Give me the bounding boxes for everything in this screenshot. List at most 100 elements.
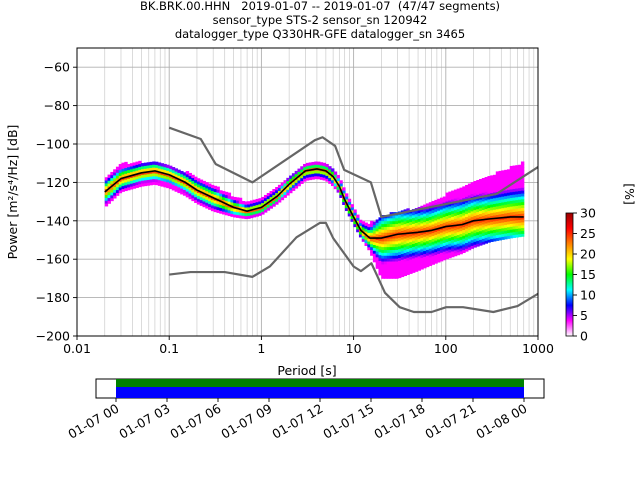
heatmap-cell: [191, 180, 195, 184]
heatmap-cell: [445, 227, 449, 231]
heatmap-cell: [414, 245, 419, 249]
heatmap-cell: [250, 200, 254, 204]
heatmap-cell: [498, 193, 502, 198]
heatmap-cell: [381, 238, 385, 242]
heatmap-cell: [247, 206, 251, 211]
heatmap-cell: [342, 198, 346, 203]
heatmap-cell: [442, 216, 447, 220]
heatmap-cell: [406, 254, 410, 258]
heatmap-cell: [258, 201, 262, 205]
heatmap-cell: [250, 211, 254, 216]
heatmap-cell: [490, 221, 494, 225]
heatmap-cell: [456, 237, 461, 241]
heatmap-cell: [149, 164, 153, 169]
heatmap-cell: [417, 244, 421, 248]
heatmap-cell: [107, 180, 111, 184]
heatmap-cell: [263, 194, 268, 199]
heatmap-cell: [213, 205, 218, 210]
heatmap-cell: [141, 177, 145, 181]
heatmap-cell: [403, 255, 408, 259]
heatmap-cell: [437, 216, 441, 220]
heatmap-cell: [462, 223, 466, 228]
heatmap-cell: [434, 243, 438, 247]
heatmap-cell: [403, 218, 408, 222]
heatmap-cell: [115, 183, 120, 188]
heatmap-cell: [451, 251, 455, 255]
heatmap-cell: [230, 199, 234, 203]
heatmap-cell: [389, 238, 394, 242]
heatmap-cell: [420, 251, 424, 256]
heatmap-cell: [490, 235, 494, 240]
heatmap-cell: [395, 220, 399, 225]
heatmap-cell: [219, 204, 223, 208]
heatmap-cell: [425, 255, 430, 259]
heatmap-cell: [484, 200, 488, 204]
heatmap-cell: [498, 202, 502, 206]
heatmap-cell: [428, 248, 433, 252]
heatmap-cell: [498, 199, 502, 203]
heatmap-cell: [381, 269, 385, 274]
heatmap-cell: [303, 166, 307, 171]
heatmap-cell: [378, 228, 382, 233]
heatmap-cell: [492, 183, 497, 187]
heatmap-cell: [155, 164, 159, 168]
heatmap-cell: [135, 176, 139, 180]
heatmap-cell: [219, 193, 223, 197]
heatmap-cell: [465, 239, 469, 243]
heatmap-cell: [311, 170, 315, 174]
heatmap-cell: [431, 201, 435, 205]
heatmap-cell: [512, 234, 516, 238]
heatmap-cell: [423, 227, 427, 231]
heatmap-cell: [456, 240, 461, 244]
heatmap-cell: [479, 207, 483, 212]
heatmap-cell: [205, 187, 209, 192]
heatmap-cell: [453, 221, 458, 225]
heatmap-cell: [403, 215, 408, 219]
heatmap-cell: [138, 180, 142, 185]
heatmap-cell: [465, 213, 469, 218]
heatmap-cell: [459, 187, 463, 191]
heatmap-cell: [300, 174, 304, 179]
heatmap-cell: [506, 226, 511, 231]
heatmap-cell: [434, 234, 438, 238]
heatmap-cell: [423, 216, 427, 220]
heatmap-cell: [453, 195, 458, 199]
heatmap-cell: [467, 209, 472, 213]
heatmap-cell: [372, 253, 377, 257]
heatmap-cell: [406, 248, 410, 252]
heatmap-cell: [515, 193, 519, 198]
heatmap-cell: [498, 214, 502, 218]
heatmap-cell: [255, 198, 259, 203]
heatmap-cell: [515, 182, 519, 186]
heatmap-cell: [411, 223, 416, 227]
heatmap-cell: [110, 197, 114, 202]
heatmap-cell: [124, 187, 128, 192]
heatmap-cell: [462, 226, 466, 230]
y-tick-label: −180: [36, 290, 70, 305]
heatmap-cell: [439, 220, 444, 224]
heatmap-cell: [199, 185, 204, 189]
heatmap-cell: [481, 189, 486, 193]
heatmap-cell: [233, 196, 237, 201]
heatmap-cell: [224, 206, 229, 210]
heatmap-cell: [157, 176, 162, 181]
heatmap-cell: [501, 202, 505, 206]
heatmap-cell: [515, 168, 519, 172]
heatmap-cell: [280, 191, 285, 195]
heatmap-cell: [448, 237, 452, 241]
heatmap-cell: [423, 247, 427, 252]
heatmap-cell: [169, 165, 173, 169]
heatmap-cell: [305, 162, 310, 167]
heatmap-cell: [115, 169, 120, 173]
heatmap-cell: [459, 245, 463, 249]
heatmap-cell: [453, 192, 458, 196]
heatmap-cell: [492, 180, 497, 184]
heatmap-cell: [403, 220, 408, 225]
heatmap-cell: [506, 224, 511, 228]
heatmap-cell: [515, 170, 519, 175]
heatmap-cell: [409, 213, 413, 217]
heatmap-cell: [392, 252, 396, 256]
heatmap-cell: [398, 217, 402, 221]
heatmap-cell: [233, 202, 237, 206]
heatmap-cell: [398, 234, 402, 238]
